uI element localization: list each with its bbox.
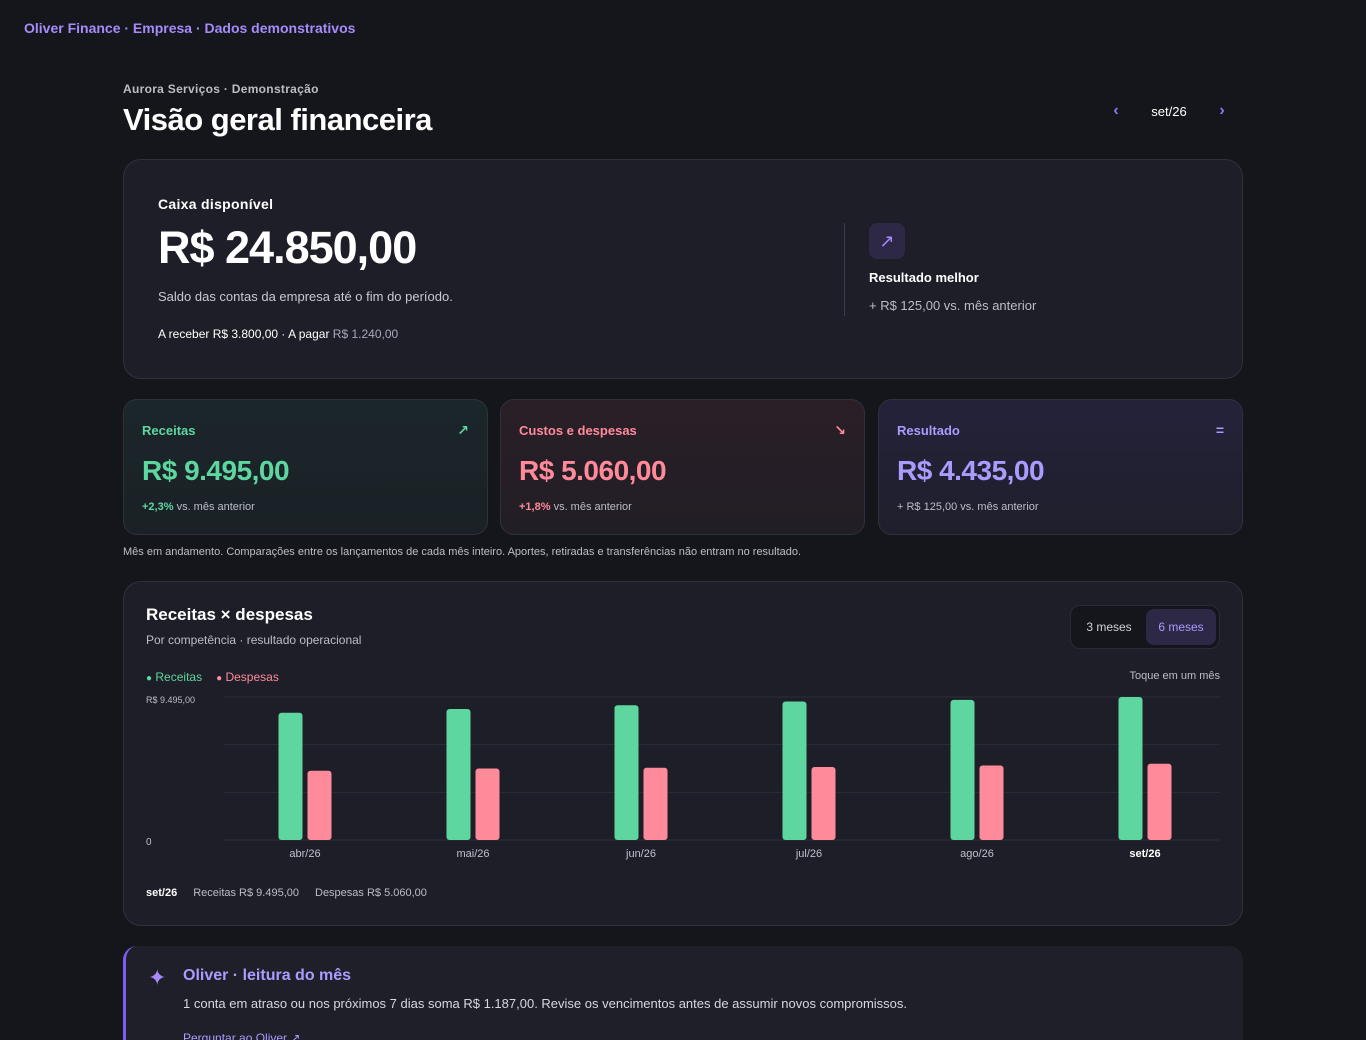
period-note: Mês em andamento. Comparações entre os l… [123,546,802,558]
result-change: + R$ 125,00 vs. mês anterior [897,501,1039,513]
x-tick-label[interactable]: jul/26 [795,848,823,860]
revenue-bar-mai/26[interactable] [446,708,471,840]
revenue-card[interactable]: Receitas ↗ R$ 9.495,00 +2,3% vs. mês ant… [123,399,488,535]
selected-month-summary: set/26 Receitas R$ 9.495,00 Despesas R$ … [146,887,427,899]
current-period: set/26 [1151,103,1187,119]
page-title: Visão geral financeira [123,102,432,137]
trend-title: Resultado melhor [869,270,979,285]
x-tick-label[interactable]: abr/26 [289,848,321,860]
chevron-right-icon[interactable]: › [1219,102,1225,119]
revenue-bar-set/26[interactable] [1118,697,1143,840]
selected-revenue: Receitas R$ 9.495,00 [193,887,299,899]
cash-value: R$ 24.850,00 [158,222,417,273]
x-tick-label[interactable]: set/26 [1129,848,1161,860]
revenue-bar-jun/26[interactable] [614,705,639,840]
x-tick-label[interactable]: mai/26 [456,848,490,860]
result-card[interactable]: Resultado = R$ 4.435,00 + R$ 125,00 vs. … [878,399,1243,535]
range-3-months[interactable]: 3 meses [1086,620,1132,634]
trend-text: + R$ 125,00 vs. mês anterior [869,298,1037,313]
legend-expenses: ● Despesas [216,670,279,684]
revenue-change-pct: +2,3% [142,501,174,513]
expenses-bar-abr/26[interactable] [307,770,332,840]
bars-svg [224,696,1220,841]
chart-card: Receitas × despesas Por competência · re… [123,581,1243,926]
legend-expenses-label: Despesas [225,670,279,684]
expenses-bar-jul/26[interactable] [811,766,836,840]
selected-expenses: Despesas R$ 5.060,00 [315,887,427,899]
x-tick-label[interactable]: jun/26 [626,848,656,860]
expenses-bar-mai/26[interactable] [475,768,500,840]
chart-hint: Toque em um mês [1129,670,1220,682]
ask-oliver-link[interactable]: Perguntar ao Oliver ↗ [183,1031,301,1040]
expenses-bar-set/26[interactable] [1147,763,1172,840]
expenses-card[interactable]: Custos e despesas ↘ R$ 5.060,00 +1,8% vs… [500,399,865,535]
equals-icon: = [1215,422,1224,438]
oliver-text: 1 conta em atraso ou nos próximos 7 dias… [183,996,908,1011]
x-axis-labels: abr/26 mai/26 jun/26 jul/26 ago/26 set/26 [224,848,1220,864]
result-label: Resultado [897,423,960,438]
chevron-left-icon[interactable]: ‹ [1113,102,1119,119]
company-subtitle: Aurora Serviços · Demonstração [123,82,319,96]
receivable-text: A receber R$ 3.800,00 · A pagar [158,327,330,341]
expenses-change-suffix: vs. mês anterior [553,501,632,513]
legend-revenue: ● Receitas [146,670,203,684]
cash-description: Saldo das contas da empresa até o fim do… [158,289,453,304]
revenue-bar-jul/26[interactable] [782,701,807,840]
revenue-change: +2,3% vs. mês anterior [142,501,255,513]
arrow-up-right-icon: ↗ [457,422,469,438]
revenue-value: R$ 9.495,00 [142,455,290,486]
chart-title: Receitas × despesas [146,605,313,624]
selected-month: set/26 [146,887,178,899]
y-axis-zero-label: 0 [146,837,152,848]
y-axis-max-label: R$ 9.495,00 [146,695,196,705]
expenses-value: R$ 5.060,00 [519,455,667,486]
sparkle-icon: ✦ [148,965,167,990]
chart-plot[interactable] [224,695,1220,845]
cash-label: Caixa disponível [158,196,274,212]
revenue-label: Receitas [142,423,196,438]
cash-card: Caixa disponível R$ 24.850,00 Saldo das … [123,159,1243,379]
app-brand: Oliver Finance · Empresa · Dados demonst… [24,20,356,36]
chart-legend: ● Receitas ● Despesas [146,670,279,684]
expenses-change: +1,8% vs. mês anterior [519,501,632,513]
payable-value: R$ 1.240,00 [332,327,399,341]
divider [844,223,845,316]
revenue-bar-abr/26[interactable] [278,712,303,840]
expenses-change-pct: +1,8% [519,501,551,513]
revenue-bar-ago/26[interactable] [950,699,975,840]
expenses-bar-jun/26[interactable] [643,767,668,840]
range-toggle: 3 meses 6 meses [1070,605,1220,649]
result-value: R$ 4.435,00 [897,455,1045,486]
month-navigator: ‹ set/26 › [1109,100,1229,122]
cash-receivables: A receber R$ 3.800,00 · A pagar R$ 1.240… [158,327,398,341]
oliver-title: Oliver · leitura do mês [183,967,352,984]
arrow-down-right-icon: ↘ [834,422,846,438]
expenses-bar-ago/26[interactable] [979,765,1004,840]
expenses-label: Custos e despesas [519,423,637,438]
chart-subtitle: Por competência · resultado operacional [146,633,362,647]
arrow-up-right-icon: ↗ [869,223,905,259]
x-tick-label[interactable]: ago/26 [960,848,994,860]
revenue-change-suffix: vs. mês anterior [176,501,255,513]
range-6-months[interactable]: 6 meses [1146,609,1216,645]
oliver-insight-card: ✦ Oliver · leitura do mês 1 conta em atr… [123,946,1243,1040]
legend-revenue-label: Receitas [155,670,203,684]
